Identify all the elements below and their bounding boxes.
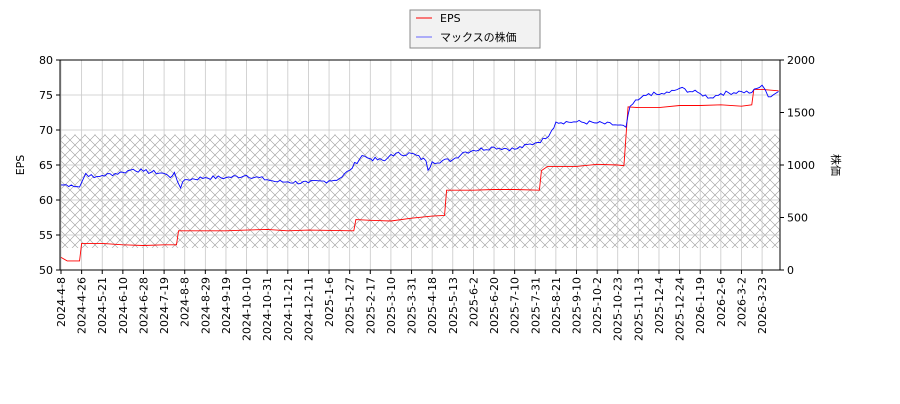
x-tick-label: 2024-6-28 xyxy=(137,277,150,334)
x-tick-label: 2024-12-11 xyxy=(302,277,315,341)
x-tick-label: 2025-11-13 xyxy=(632,277,645,341)
y-left-label: EPS xyxy=(14,155,27,176)
y-right-label: 株価 xyxy=(829,154,843,176)
shaded-band xyxy=(60,134,780,248)
y-left-tick-label: 60 xyxy=(39,194,53,207)
x-tick-label: 2025-1-6 xyxy=(323,277,336,327)
x-tick-label: 2024-5-21 xyxy=(96,277,109,334)
x-tick-label: 2026-2-6 xyxy=(715,277,728,327)
y-right-tick-label: 0 xyxy=(787,264,794,277)
x-tick-label: 2024-8-8 xyxy=(179,277,192,327)
x-tick-label: 2025-10-2 xyxy=(591,277,604,334)
x-tick-label: 2024-11-21 xyxy=(282,277,295,341)
y-left-tick-label: 65 xyxy=(39,159,53,172)
x-tick-label: 2024-8-29 xyxy=(199,277,212,334)
x-tick-label: 2025-6-2 xyxy=(467,277,480,327)
y-right-tick-label: 500 xyxy=(787,212,808,225)
x-tick-label: 2024-4-8 xyxy=(55,277,68,327)
eps-line xyxy=(60,88,779,262)
legend-label-eps: EPS xyxy=(440,12,461,25)
x-tick-label: 2026-3-23 xyxy=(756,277,769,334)
x-tick-label: 2025-9-10 xyxy=(571,277,584,334)
y-right-tick-label: 1500 xyxy=(787,107,815,120)
x-tick-label: 2025-10-23 xyxy=(612,277,625,341)
y-left-tick-label: 70 xyxy=(39,124,53,137)
x-tick-label: 2025-4-18 xyxy=(426,277,439,334)
x-tick-label: 2025-1-27 xyxy=(344,277,357,334)
x-tick-label: 2026-3-2 xyxy=(735,277,748,327)
y-left-tick-label: 75 xyxy=(39,89,53,102)
y-right-tick-label: 2000 xyxy=(787,54,815,67)
x-tick-label: 2025-3-31 xyxy=(406,277,419,334)
x-tick-label: 2024-6-10 xyxy=(117,277,130,334)
x-tick-label: 2024-4-26 xyxy=(76,277,89,334)
y-left-tick-label: 80 xyxy=(39,54,53,67)
x-tick-label: 2025-5-13 xyxy=(447,277,460,334)
x-tick-label: 2025-7-10 xyxy=(509,277,522,334)
x-tick-label: 2024-10-10 xyxy=(241,277,254,341)
y-right-tick-label: 1000 xyxy=(787,159,815,172)
x-tick-label: 2024-7-19 xyxy=(158,277,171,334)
price-line xyxy=(60,84,779,190)
legend-label-price: マックスの株価 xyxy=(440,30,517,44)
x-tick-label: 2024-10-31 xyxy=(261,277,274,341)
x-tick-label: 2025-8-21 xyxy=(550,277,563,334)
x-tick-label: 2025-12-24 xyxy=(674,277,687,341)
x-tick-label: 2024-9-19 xyxy=(220,277,233,334)
x-tick-label: 2026-1-19 xyxy=(694,277,707,334)
x-tick-label: 2025-2-17 xyxy=(364,277,377,334)
legend-box xyxy=(409,9,541,49)
y-left-tick-label: 50 xyxy=(39,264,53,277)
legend: EPS マックスの株価 xyxy=(409,9,541,49)
y-left-tick-label: 55 xyxy=(39,229,53,242)
x-tick-label: 2025-7-31 xyxy=(529,277,542,334)
x-tick-label: 2025-3-10 xyxy=(385,277,398,334)
x-tick-label: 2025-12-4 xyxy=(653,277,666,334)
x-tick-label: 2025-6-20 xyxy=(488,277,501,334)
